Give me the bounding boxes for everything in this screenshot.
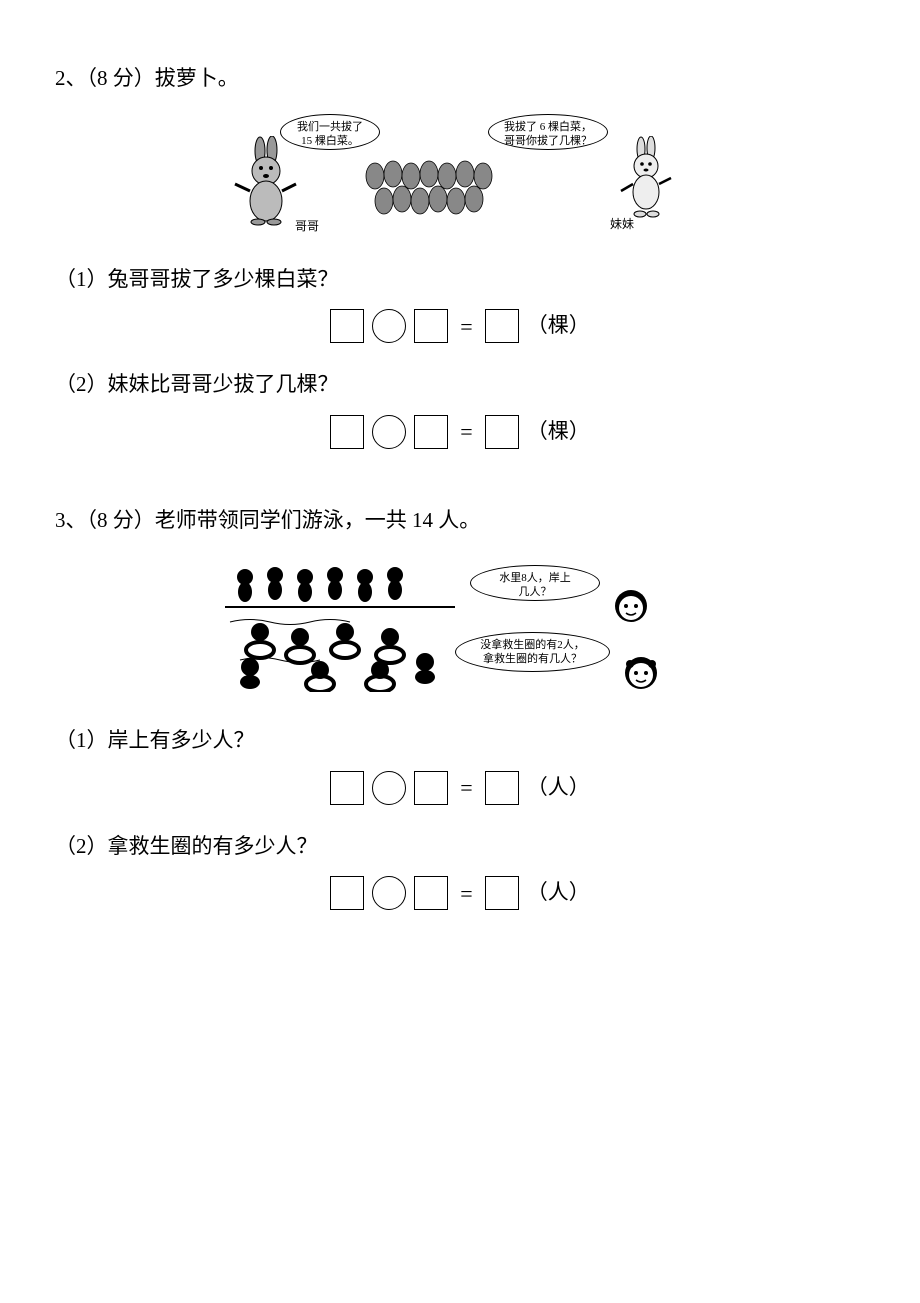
problem-2-text: 拔萝卜。 [155,66,239,90]
unit-label: （棵） [527,413,590,451]
label-brother: 哥哥 [295,216,319,238]
rabbit-brother-icon [230,136,300,226]
problem-3-number: 3、 [55,508,87,532]
equals-sign: = [460,412,472,452]
answer-box[interactable] [414,876,448,910]
operator-box[interactable] [372,876,406,910]
rabbit-sister-icon [615,136,680,221]
equation-3-1: = （人） [55,768,865,808]
child-face-icon [620,652,662,694]
answer-box[interactable] [485,771,519,805]
problem-2-title: 2、（8 分）拔萝卜。 [55,60,865,98]
problem-3-points: （8 分） [87,508,155,532]
equation-2-1: = （棵） [55,307,865,347]
problem-3-q1: （1）岸上有多少人？ [55,722,865,760]
problem-3: 3、（8 分）老师带领同学们游泳，一共 14 人。 [55,502,865,914]
speech-bubble-bottom: 没拿救生圈的有2人， 拿救生圈的有几人？ [455,632,610,672]
equals-sign: = [460,768,472,808]
problem-2-q2: （2）妹妹比哥哥少拔了几棵？ [55,366,865,404]
equation-3-2: = （人） [55,874,865,914]
answer-box[interactable] [485,876,519,910]
answer-box[interactable] [414,309,448,343]
answer-box[interactable] [330,309,364,343]
operator-box[interactable] [372,309,406,343]
operator-box[interactable] [372,415,406,449]
answer-box[interactable] [330,771,364,805]
answer-box[interactable] [485,415,519,449]
speech-bubble-top: 水里8人，岸上 几人？ [470,565,600,601]
problem-3-illustration: 水里8人，岸上 几人？ 没拿救生圈的有2人， 拿救生圈的有几人？ [55,557,865,697]
unit-label: （人） [527,769,590,807]
label-sister: 妹妹 [610,214,634,236]
rabbit-scene: 我们一共拔了 15 棵白菜。 我拔了 6 棵白菜， 哥哥你拔了几棵？ [210,116,710,236]
problem-2-illustration: 我们一共拔了 15 棵白菜。 我拔了 6 棵白菜， 哥哥你拔了几棵？ [55,116,865,236]
answer-box[interactable] [330,876,364,910]
equals-sign: = [460,307,472,347]
problem-3-q2: （2）拿救生圈的有多少人？ [55,828,865,866]
problem-2: 2、（8 分）拔萝卜。 我们一共拔了 15 棵白菜。 我拔了 6 棵白菜， 哥哥… [55,60,865,452]
swimming-people-icon [220,562,460,692]
cabbage-pile-icon [360,156,500,226]
problem-3-text: 老师带领同学们游泳，一共 14 人。 [155,508,481,532]
problem-3-title: 3、（8 分）老师带领同学们游泳，一共 14 人。 [55,502,865,540]
answer-box[interactable] [485,309,519,343]
swim-scene: 水里8人，岸上 几人？ 没拿救生圈的有2人， 拿救生圈的有几人？ [210,557,710,697]
answer-box[interactable] [330,415,364,449]
child-face-icon [610,585,652,627]
speech-bubble-sister: 我拔了 6 棵白菜， 哥哥你拔了几棵？ [488,114,608,150]
unit-label: （人） [527,874,590,912]
unit-label: （棵） [527,307,590,345]
equals-sign: = [460,874,472,914]
problem-2-points: （8 分） [87,66,155,90]
equation-2-2: = （棵） [55,412,865,452]
operator-box[interactable] [372,771,406,805]
answer-box[interactable] [414,415,448,449]
problem-2-q1: （1）兔哥哥拔了多少棵白菜？ [55,261,865,299]
answer-box[interactable] [414,771,448,805]
problem-2-number: 2、 [55,66,87,90]
